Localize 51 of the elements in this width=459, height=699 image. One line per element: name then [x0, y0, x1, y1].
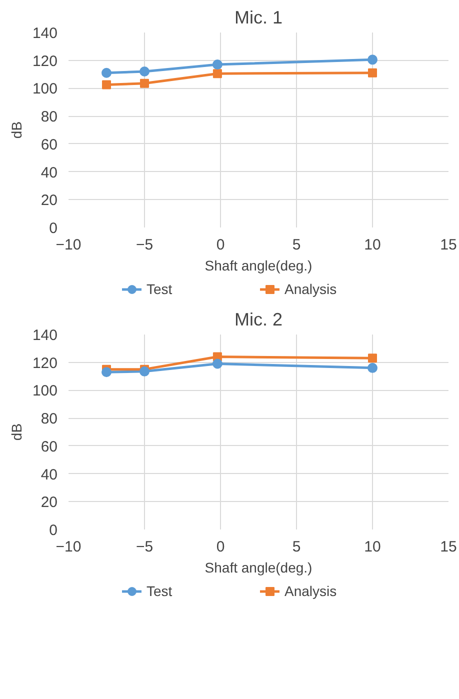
y-tick-label: 140 [32, 327, 58, 344]
y-tick-label: 40 [40, 466, 58, 484]
y-tick-label: 0 [49, 522, 58, 539]
point [102, 367, 112, 378]
point [368, 354, 377, 363]
y-tick-label: 120 [32, 52, 58, 70]
y-tick-label: 40 [40, 164, 58, 182]
x-tick-label: −5 [136, 236, 154, 254]
legend-label: Analysis [284, 583, 338, 599]
x-tick-label: 10 [364, 538, 381, 556]
x-tick-label: 10 [364, 236, 381, 254]
x-tick-label: −10 [56, 538, 82, 556]
x-tick-label: 0 [216, 538, 225, 556]
y-tick-label: 80 [40, 410, 58, 428]
point [212, 69, 222, 78]
legend-label: Test [146, 583, 174, 599]
chart-title: Mic. 2 [234, 310, 283, 330]
y-axis-title: dB [8, 423, 24, 441]
point [368, 68, 377, 78]
x-tick-label: −5 [136, 538, 154, 556]
y-axis-title: dB [8, 121, 24, 139]
point [368, 362, 378, 373]
point [140, 366, 150, 376]
x-tick-label: 0 [216, 236, 225, 254]
y-tick-label: 100 [32, 382, 58, 400]
legend-label: Test [146, 281, 174, 297]
x-axis-title: Shaft angle(deg.) [204, 258, 312, 274]
x-tick-label: 15 [440, 538, 457, 556]
x-axis-title: Shaft angle(deg.) [204, 560, 312, 576]
legend-label: Analysis [284, 281, 338, 297]
x-tick-label: 15 [440, 236, 457, 254]
point [140, 66, 150, 76]
point [102, 80, 111, 90]
y-tick-label: 60 [40, 136, 58, 154]
y-tick-label: 100 [32, 80, 58, 98]
x-tick-label: 5 [292, 236, 301, 254]
point [102, 68, 112, 78]
x-tick-label: 5 [292, 538, 301, 556]
y-tick-label: 20 [40, 192, 58, 210]
y-tick-label: 60 [40, 438, 58, 456]
point [368, 54, 378, 65]
x-tick-label: −10 [56, 236, 82, 254]
y-tick-label: 80 [40, 108, 58, 126]
y-tick-label: 0 [49, 220, 58, 237]
y-tick-label: 140 [32, 25, 58, 42]
point [140, 78, 149, 88]
chart-title: Mic. 1 [234, 8, 283, 28]
y-tick-label: 120 [32, 354, 58, 372]
point [212, 358, 222, 369]
y-tick-label: 20 [40, 494, 58, 512]
point [212, 60, 222, 70]
